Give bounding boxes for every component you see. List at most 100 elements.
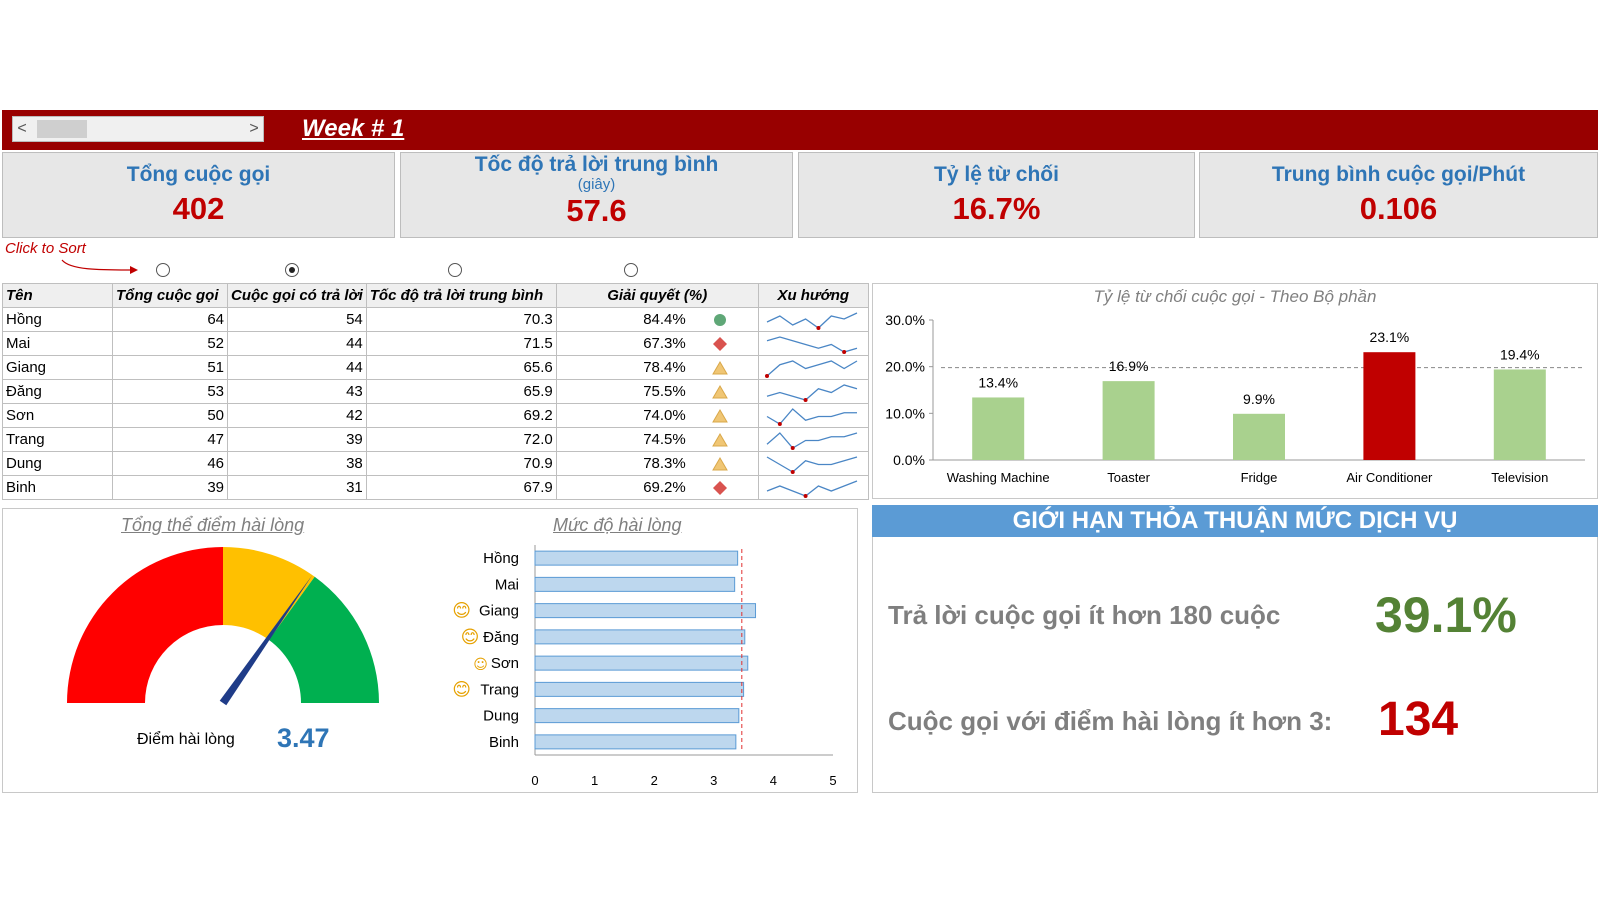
- satisfaction-bar-6: [534, 708, 740, 724]
- col-header-resolved: Giải quyết (%): [555, 283, 759, 308]
- cell-resolved: 67.3%: [555, 331, 759, 356]
- table-row: Giang 51 44 65.6 78.4%: [2, 355, 869, 380]
- cell-answered: 43: [227, 379, 367, 404]
- satisfaction-bar-4: [534, 655, 749, 671]
- status-diamond-icon: [712, 337, 727, 351]
- cell-answered: 44: [227, 331, 367, 356]
- col-header-speed: Tốc độ trả lời trung bình: [365, 283, 557, 308]
- cell-answered: 31: [227, 475, 367, 500]
- agent-label: Hồng: [483, 550, 519, 567]
- week-header-bar: < > Week # 1: [2, 110, 1598, 150]
- kpi-value: 402: [172, 191, 225, 226]
- trend-sparkline: [766, 311, 858, 330]
- x-tick-label: 0: [531, 773, 538, 788]
- cell-name: Sơn: [2, 403, 113, 428]
- kpi-title: Tốc độ trả lời trung bình: [474, 153, 719, 176]
- cell-total: 39: [112, 475, 228, 500]
- cell-name: Binh: [2, 475, 113, 500]
- cell-answered: 38: [227, 451, 367, 476]
- trend-sparkline: [764, 359, 858, 378]
- x-tick-label: 1: [591, 773, 598, 788]
- y-tick-label: 20.0%: [885, 359, 925, 375]
- sort-radio-total[interactable]: [156, 263, 170, 277]
- col-header-trend: Xu hướng: [757, 283, 869, 308]
- smiley-icon: 😊: [452, 601, 471, 622]
- resolved-value: 69.2%: [643, 479, 686, 496]
- sort-note: Click to Sort: [5, 240, 86, 257]
- cell-total: 50: [112, 403, 228, 428]
- status-triangle-icon: [711, 457, 728, 471]
- status-circle-icon: [713, 314, 726, 326]
- scroll-left-arrow[interactable]: <: [17, 120, 27, 137]
- cell-resolved: 84.4%: [555, 307, 759, 332]
- cell-resolved: 74.0%: [555, 403, 759, 428]
- kpi-value: 0.106: [1359, 191, 1438, 226]
- status-triangle-icon: [711, 361, 728, 375]
- status-triangle-icon: [711, 409, 728, 423]
- satisfaction-bar-3: [534, 629, 746, 645]
- table-row: Trang 47 39 72.0 74.5%: [2, 427, 869, 452]
- resolved-value: 84.4%: [643, 311, 686, 328]
- cell-resolved: 78.3%: [555, 451, 759, 476]
- cell-trend: [757, 379, 869, 404]
- sla-heading: GIỚI HẠN THỎA THUẬN MỨC DỊCH VỤ: [872, 505, 1598, 537]
- satisfaction-bar-2: [534, 603, 757, 619]
- sla-panel: [872, 505, 1598, 793]
- bar-data-label: 13.4%: [978, 374, 1018, 390]
- cell-speed: 65.6: [365, 355, 557, 380]
- cell-resolved: 78.4%: [555, 355, 759, 380]
- cell-trend: [757, 427, 869, 452]
- cell-resolved: 74.5%: [555, 427, 759, 452]
- scroll-thumb[interactable]: [37, 120, 87, 138]
- rejection-chart-title: Tỷ lệ từ chối cuộc gọi - Theo Bộ phần: [1094, 287, 1377, 306]
- sla-answered-value: 39.1%: [1375, 587, 1517, 643]
- rejection-bar-chart: Tỷ lệ từ chối cuộc gọi - Theo Bộ phần 0.…: [885, 287, 1585, 485]
- cell-answered: 39: [227, 427, 367, 452]
- sort-radio-resolved[interactable]: [624, 263, 638, 277]
- y-tick-label: 10.0%: [885, 405, 925, 421]
- gauge-segment-0: [67, 547, 223, 703]
- cell-name: Mai: [2, 331, 113, 356]
- smiley-icon: 😊: [461, 627, 480, 648]
- week-label: Week # 1: [302, 115, 405, 142]
- satisfaction-gauge: [67, 547, 379, 706]
- scroll-right-arrow[interactable]: >: [249, 120, 259, 137]
- bar-2: [1233, 413, 1285, 460]
- gauge-segment-2: [268, 576, 379, 703]
- trend-sparkline: [766, 383, 857, 402]
- cell-name: Trang: [2, 427, 113, 452]
- sort-radio-answered[interactable]: [285, 263, 299, 277]
- cell-speed: 72.0: [365, 427, 557, 452]
- status-triangle-icon: [711, 385, 728, 399]
- cell-answered: 54: [227, 307, 367, 332]
- x-category-label: Toaster: [1107, 470, 1150, 485]
- kpi-value: 16.7%: [952, 191, 1041, 226]
- cell-trend: [757, 307, 869, 332]
- resolved-value: 78.4%: [643, 359, 686, 376]
- agent-label: Sơn: [491, 655, 519, 672]
- x-tick-label: 3: [710, 773, 717, 788]
- cell-answered: 44: [227, 355, 367, 380]
- cell-speed: 70.9: [365, 451, 557, 476]
- week-scrollbar[interactable]: < >: [12, 116, 264, 142]
- sort-radio-speed[interactable]: [448, 263, 462, 277]
- trend-sparkline: [766, 479, 857, 498]
- x-tick-label: 5: [829, 773, 836, 788]
- bar-4: [1493, 369, 1546, 460]
- x-category-label: Air Conditioner: [1346, 470, 1433, 485]
- rejection-chart-panel: Tỷ lệ từ chối cuộc gọi - Theo Bộ phần 0.…: [872, 283, 1598, 499]
- x-category-label: Washing Machine: [947, 470, 1050, 485]
- cell-name: Dung: [2, 451, 113, 476]
- agent-label: Giang: [479, 603, 519, 620]
- resolved-value: 74.0%: [643, 407, 686, 424]
- cell-name: Hồng: [2, 307, 113, 332]
- cell-speed: 67.9: [365, 475, 557, 500]
- col-header-name: Tên: [2, 283, 113, 308]
- cell-resolved: 75.5%: [555, 379, 759, 404]
- bar-data-label: 16.9%: [1109, 358, 1149, 374]
- x-tick-label: 2: [651, 773, 658, 788]
- cell-total: 51: [112, 355, 228, 380]
- cell-total: 52: [112, 331, 228, 356]
- sla-low-score-label: Cuộc gọi với điểm hài lòng ít hơn 3:: [888, 706, 1333, 736]
- bar-data-label: 23.1%: [1370, 329, 1410, 345]
